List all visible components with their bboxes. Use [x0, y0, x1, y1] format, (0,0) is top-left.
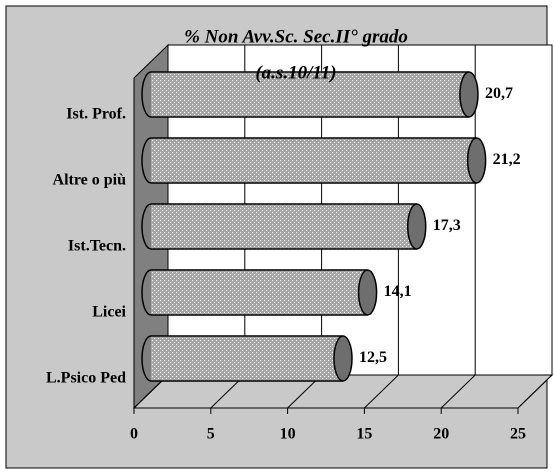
value-label: 20,7: [485, 85, 513, 102]
chart-subtitle: (a.s.10/11): [255, 62, 336, 83]
value-label: 17,3: [433, 217, 461, 234]
y-tick-label: Licei: [92, 304, 126, 321]
floor-grid-line: [364, 374, 399, 409]
bar-end: [459, 71, 479, 118]
x-tick-label: 15: [356, 426, 372, 443]
bar-outline: [141, 335, 343, 382]
bar-body: [151, 270, 368, 315]
bar-body: [151, 138, 477, 183]
x-tick-label: 20: [433, 426, 449, 443]
bar-end: [406, 203, 427, 250]
value-label: 12,5: [359, 349, 387, 366]
floor-grid-line: [517, 374, 553, 409]
x-tick-label: 5: [207, 426, 215, 443]
bar-outline: [141, 71, 469, 118]
bar-end: [357, 269, 378, 316]
bar-body: [151, 72, 469, 117]
bar-end: [466, 137, 487, 184]
floor-grid-line: [440, 374, 476, 409]
bar-outline: [141, 137, 477, 184]
y-tick-label: Altre o più: [53, 172, 127, 189]
bar-body: [151, 204, 417, 249]
y-tick-label: L.Psico Ped: [46, 370, 126, 387]
bar-body: [151, 336, 343, 381]
plot-area: 0 5 10 15 20 25 20,7 Ist. Prof. 21,2 Altre o più 1…: [46, 43, 554, 443]
bar-outline: [141, 269, 368, 316]
value-label: 14,1: [384, 283, 412, 300]
y-tick-label: Ist. Prof.: [66, 106, 126, 123]
x-tick-label: 0: [130, 426, 138, 443]
y-tick-label: Ist.Tecn.: [68, 238, 126, 255]
chart-title: % Non Avv.Sc. Sec.II° grado: [184, 26, 408, 47]
x-tick-label: 25: [510, 426, 526, 443]
x-tick-label: 10: [280, 426, 296, 443]
value-label: 21,2: [493, 151, 521, 168]
bar-outline: [141, 203, 417, 250]
bar-end: [333, 335, 353, 382]
